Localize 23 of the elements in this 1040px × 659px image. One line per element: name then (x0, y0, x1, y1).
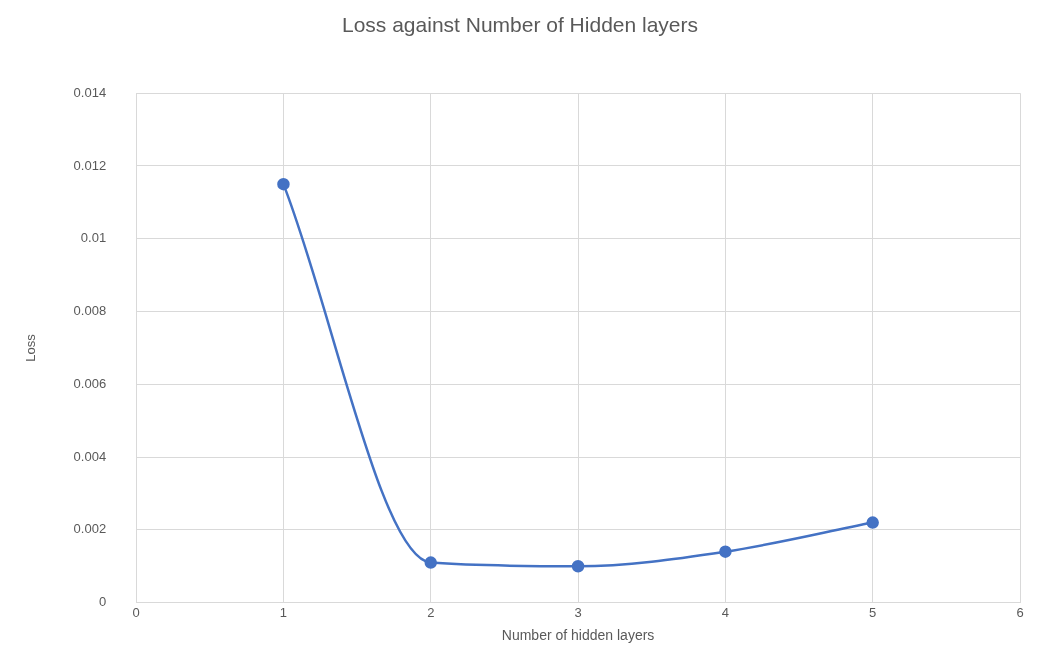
point (719, 545, 732, 558)
x-tick-label: 3 (574, 604, 582, 620)
y-tick-label: 0.004 (73, 448, 107, 464)
x-tick-label: 1 (279, 604, 288, 620)
x-tick-label: 4 (721, 604, 729, 620)
x-axis-title: Number of hidden layers (501, 627, 655, 644)
x-tick-label: 5 (869, 604, 877, 620)
y-tick-label: 0.014 (73, 84, 107, 100)
chart-title: Loss against Number of Hidden layers (341, 13, 699, 37)
y-tick-label: 0.006 (73, 375, 107, 391)
y-tick-label: 0.012 (73, 157, 107, 173)
point (277, 177, 290, 191)
x-tick-label: 0 (132, 604, 140, 620)
y-tick-label: 0.01 (80, 230, 107, 246)
point (866, 516, 879, 529)
x-tick-label: 2 (427, 604, 435, 620)
point (571, 559, 585, 573)
y-axis-title: Loss (23, 333, 39, 362)
y-tick-label: 0.002 (73, 521, 107, 537)
y-tick-label: 0.008 (73, 303, 107, 319)
y-tick-label: 0 (98, 594, 107, 610)
point (424, 556, 437, 569)
x-tick-label: 6 (1016, 604, 1024, 620)
